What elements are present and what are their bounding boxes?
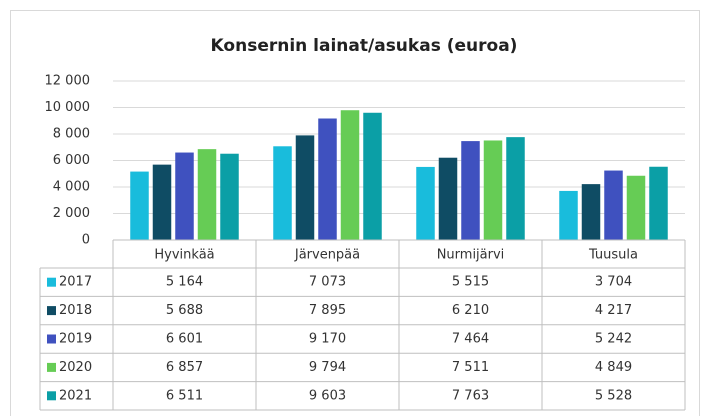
table-value: 5 515 [452, 275, 489, 290]
legend-swatch [47, 362, 56, 372]
bar [604, 170, 623, 240]
bar [152, 164, 172, 240]
table-value: 7 763 [452, 388, 489, 403]
bar [483, 140, 503, 240]
bar [506, 137, 525, 240]
table-value: 6 511 [166, 388, 203, 403]
legend-swatch [47, 277, 56, 287]
bar [340, 110, 360, 241]
table-value: 9 603 [309, 388, 346, 403]
bar [559, 190, 578, 240]
bar [318, 118, 337, 240]
bar [175, 152, 194, 240]
bar [220, 153, 239, 240]
table-value: 5 688 [166, 303, 203, 318]
bar [461, 141, 480, 240]
table-value: 7 073 [309, 275, 346, 290]
bar [197, 149, 217, 240]
y-tick-label: 6 000 [53, 153, 90, 168]
legend-swatch [47, 391, 56, 401]
table-value: 6 857 [166, 360, 203, 375]
table-value: 7 895 [309, 303, 346, 318]
y-tick-label: 10 000 [45, 100, 91, 115]
bar [438, 157, 458, 240]
bar [273, 146, 292, 240]
legend-swatch [47, 306, 56, 316]
table-value: 9 794 [309, 360, 346, 375]
y-tick-label: 8 000 [53, 127, 90, 142]
chart-frame [10, 10, 700, 416]
table-value: 4 217 [595, 303, 632, 318]
y-tick-label: 2 000 [53, 206, 90, 221]
bar [130, 171, 149, 240]
bar [416, 166, 435, 240]
y-tick-label: 4 000 [53, 180, 90, 195]
bar [581, 184, 601, 240]
legend-label: 2018 [59, 303, 92, 318]
table-value: 5 528 [595, 388, 632, 403]
legend-swatch [47, 334, 56, 344]
bar [626, 175, 646, 240]
chart-title: Konsernin lainat/asukas (euroa) [211, 36, 518, 56]
x-tick-label: Hyvinkää [154, 248, 214, 263]
legend-label: 2020 [59, 360, 92, 375]
table-value: 7 511 [452, 360, 489, 375]
bar [295, 135, 315, 240]
legend-label: 2021 [59, 388, 92, 403]
table-value: 7 464 [452, 332, 489, 347]
bar [649, 166, 668, 240]
table-value: 5 242 [595, 332, 632, 347]
x-tick-label: Järvenpää [294, 248, 360, 263]
y-tick-label: 12 000 [45, 74, 91, 89]
table-value: 9 170 [309, 332, 346, 347]
x-tick-label: Tuusula [588, 248, 638, 263]
table-value: 6 601 [166, 332, 203, 347]
bar [363, 112, 382, 240]
y-tick-label: 0 [82, 233, 90, 248]
legend-label: 2017 [59, 275, 92, 290]
x-tick-label: Nurmijärvi [437, 248, 505, 263]
table-value: 6 210 [452, 303, 489, 318]
legend-label: 2019 [59, 332, 92, 347]
table-value: 4 849 [595, 360, 632, 375]
table-value: 5 164 [166, 275, 203, 290]
table-value: 3 704 [595, 275, 632, 290]
